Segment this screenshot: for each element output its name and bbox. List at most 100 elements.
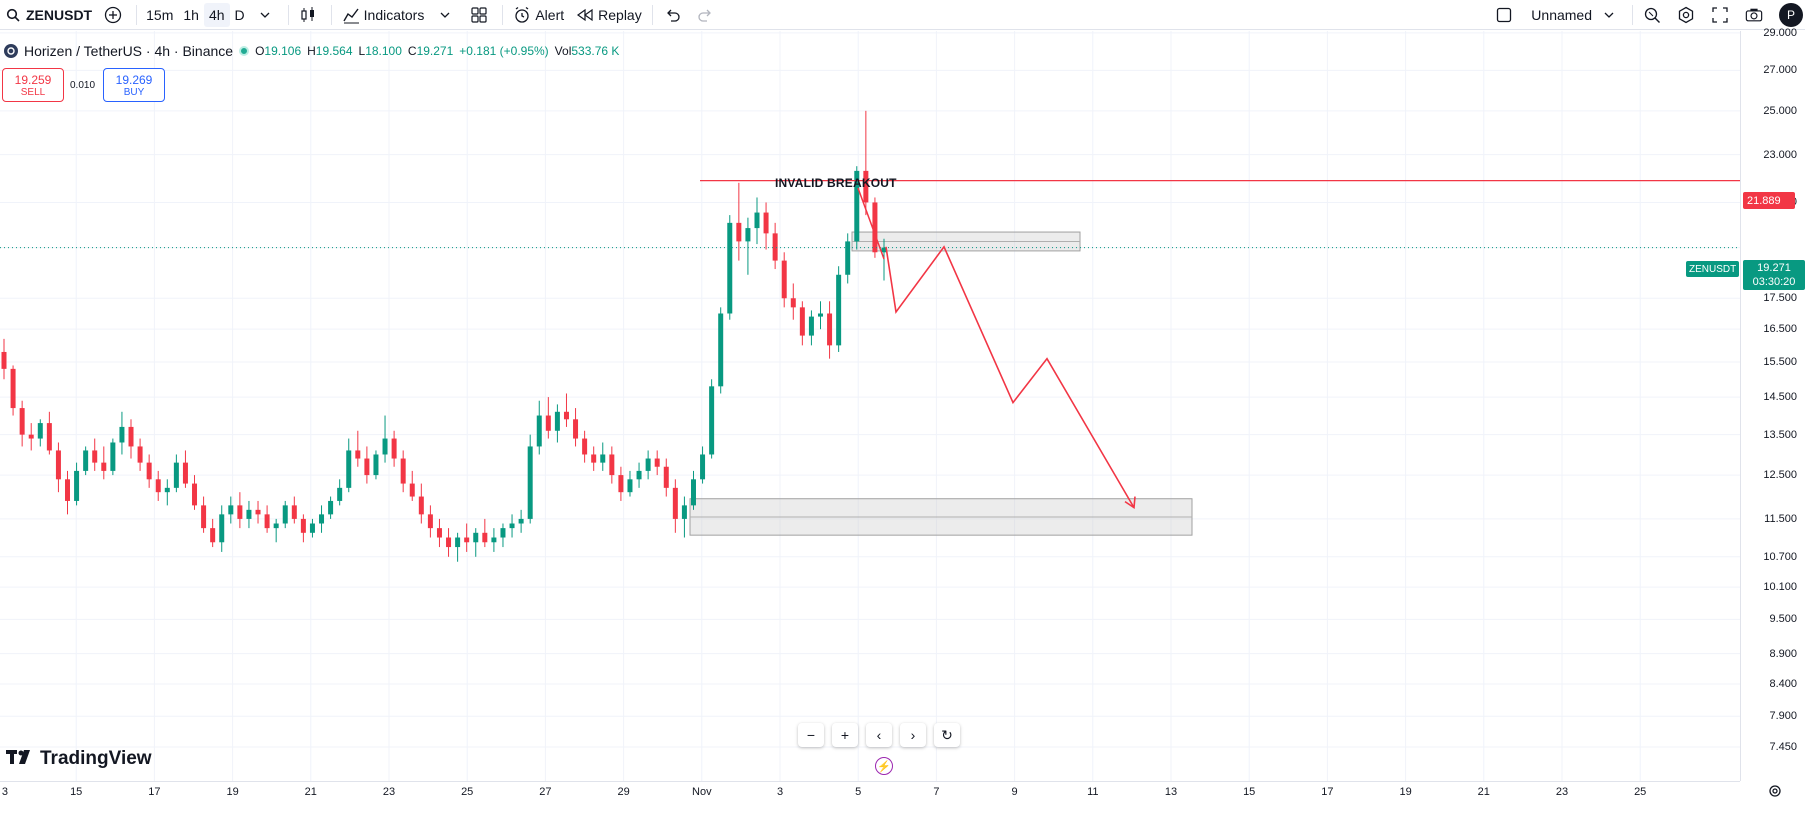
alert-label: Alert: [535, 6, 565, 23]
lightning-icon[interactable]: ⚡: [875, 757, 893, 775]
candle-body: [464, 537, 470, 543]
sell-price: 19.259: [14, 72, 52, 87]
candle-body: [173, 462, 179, 488]
buy-button[interactable]: 19.269 BUY: [103, 68, 165, 102]
high-key: H: [307, 44, 316, 58]
compare-symbol-button[interactable]: [98, 0, 132, 30]
undo-button[interactable]: [657, 0, 691, 30]
time-tick-label: 27: [539, 786, 552, 798]
interval-15m[interactable]: 15m: [146, 6, 174, 23]
templates-button[interactable]: [464, 0, 498, 30]
candle-body: [509, 523, 515, 529]
layout-square-icon: [1495, 6, 1513, 24]
toolbar-divider: [330, 4, 332, 25]
candle-body: [364, 458, 370, 476]
interval-1d[interactable]: D: [234, 6, 245, 23]
candle-body: [319, 514, 325, 524]
chevron-left-icon: ‹: [876, 727, 882, 743]
candle-body: [455, 537, 461, 548]
time-tick-label: 15: [70, 786, 83, 798]
candle-body: [309, 523, 315, 533]
price-tick-label: 7.450: [1769, 741, 1797, 754]
horizen-logo-icon: [4, 44, 18, 58]
toolbar-right: Unnamed P: [1489, 0, 1805, 30]
candle-body: [110, 442, 116, 471]
alert-button[interactable]: Alert: [507, 0, 570, 30]
candle-body: [690, 479, 696, 506]
layout-name: Unnamed: [1531, 7, 1592, 23]
time-tick-label: 19: [1399, 786, 1412, 798]
volume-value: 533.76 K: [571, 44, 620, 58]
interval-4h[interactable]: 4h: [203, 2, 230, 27]
candle-body: [28, 434, 34, 439]
close-value: 19.271: [416, 44, 454, 58]
scroll-right-button[interactable]: ›: [900, 723, 926, 747]
redo-button[interactable]: [691, 0, 725, 30]
reset-chart-button[interactable]: ↻: [934, 723, 960, 747]
candle-body: [663, 466, 669, 488]
time-tick-label: 25: [1634, 786, 1647, 798]
price-tick-label: 23.000: [1763, 148, 1797, 161]
zoom-in-button[interactable]: +: [832, 723, 858, 747]
quick-search-button[interactable]: [1637, 0, 1671, 30]
reset-icon: ↻: [941, 726, 953, 743]
snapshot-button[interactable]: [1739, 0, 1773, 30]
candle-body: [146, 462, 152, 480]
symbol-search-button[interactable]: ZENUSDT: [0, 0, 98, 30]
candle-body: [754, 212, 760, 229]
candle-body: [554, 411, 560, 431]
time-axis[interactable]: 13 15 17 19 21 23 25 27 29 Nov 3 5 7 9 11 13 15 17 19 21 23 2…: [0, 781, 1740, 803]
scroll-left-button[interactable]: ‹: [866, 723, 892, 747]
candle-body: [482, 532, 488, 543]
candle-body: [681, 505, 687, 519]
price-tick-label: 10.100: [1763, 581, 1797, 594]
layout-menu-button[interactable]: Unnamed: [1489, 0, 1628, 30]
candle-body: [863, 170, 869, 203]
candle-body: [155, 479, 161, 493]
toolbar-divider: [1632, 5, 1633, 25]
price-chart[interactable]: [0, 31, 1740, 781]
price-tick-label: 16.500: [1763, 323, 1797, 336]
candle-body: [709, 386, 715, 455]
symbol-title[interactable]: Horizen / TetherUS · 4h · Binance: [24, 43, 234, 59]
profile-button[interactable]: P: [1773, 0, 1805, 30]
candle-body: [672, 487, 678, 519]
brand-name: TradingView: [40, 748, 152, 769]
zoom-out-button[interactable]: −: [798, 723, 824, 747]
chart-type-button[interactable]: [293, 0, 327, 30]
sell-button[interactable]: 19.259 SELL: [2, 68, 64, 102]
chart-pane[interactable]: [0, 31, 1740, 781]
toolbar-divider: [287, 4, 289, 25]
toolbar-divider: [651, 4, 653, 25]
candle-body: [446, 537, 452, 548]
candle-body: [609, 454, 615, 476]
fullscreen-button[interactable]: [1705, 0, 1739, 30]
invalid-breakout-annotation[interactable]: INVALID BREAKOUT: [775, 176, 897, 190]
price-axis[interactable]: 29.00027.00025.00023.00021.00017.50016.5…: [1740, 27, 1805, 781]
indicators-dropdown[interactable]: [430, 0, 464, 30]
time-tick-label: 21: [304, 786, 317, 798]
interval-1h[interactable]: 1h: [183, 6, 199, 23]
toolbar-divider: [502, 4, 504, 25]
high-value: 19.564: [315, 44, 353, 58]
candle-body: [636, 470, 642, 480]
rewind-icon: [576, 6, 594, 24]
axis-settings-icon[interactable]: [1768, 784, 1782, 801]
settings-button[interactable]: [1671, 0, 1705, 30]
resistance-price-tag: 21.889: [1743, 192, 1795, 209]
candle-body: [10, 368, 16, 409]
candle-body: [881, 247, 887, 253]
replay-label: Replay: [598, 6, 642, 23]
indicators-button[interactable]: Indicators: [336, 0, 431, 30]
candle-body: [854, 170, 860, 242]
tradingview-logo[interactable]: TradingView: [6, 748, 152, 770]
candle-body: [727, 222, 733, 314]
candle-body: [536, 415, 542, 447]
grid-icon: [470, 6, 488, 24]
replay-button[interactable]: Replay: [570, 0, 648, 30]
candle-body: [418, 496, 424, 515]
interval-dropdown[interactable]: [250, 0, 284, 30]
candle-body: [872, 202, 878, 253]
candle-body: [373, 454, 379, 476]
candle-body: [55, 450, 61, 480]
